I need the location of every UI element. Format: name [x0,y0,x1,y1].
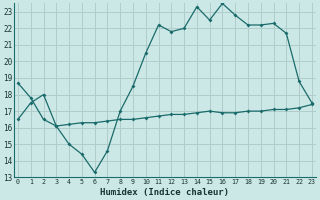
X-axis label: Humidex (Indice chaleur): Humidex (Indice chaleur) [100,188,229,197]
